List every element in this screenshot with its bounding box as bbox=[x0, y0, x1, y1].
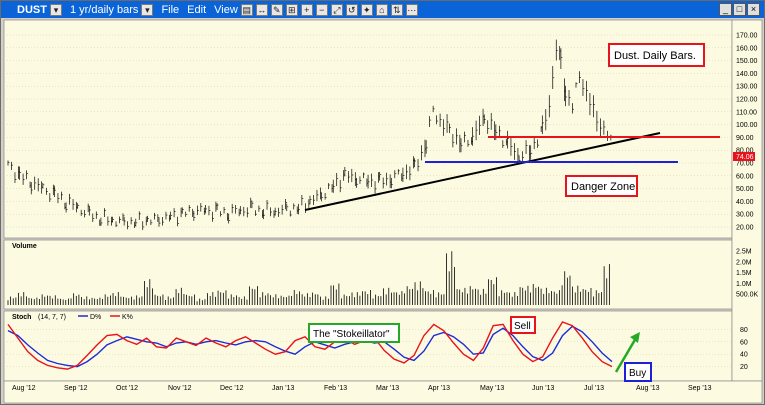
price-bars bbox=[7, 39, 613, 231]
toolbar-tool-6-icon[interactable]: − bbox=[315, 3, 328, 16]
toolbar-tool-3-icon[interactable]: ✎ bbox=[270, 3, 283, 16]
price-tick-label: 130.00 bbox=[736, 84, 758, 91]
price-tick-label: 170.00 bbox=[736, 33, 758, 40]
price-tick-label: 80.00 bbox=[736, 148, 754, 155]
price-tick-label: 150.00 bbox=[736, 58, 758, 65]
toolbar-tool-11-icon[interactable]: ⇅ bbox=[390, 3, 403, 16]
volume-axis-ticks: 2.5M 2.0M 1.5M 1.0M 500.0K bbox=[736, 249, 759, 299]
k-legend-label: K% bbox=[122, 314, 133, 321]
volume-tick-label: 1.5M bbox=[736, 270, 752, 277]
period-label[interactable]: 1 yr/daily bars bbox=[69, 3, 139, 16]
volume-tick-label: 1.0M bbox=[736, 281, 752, 288]
price-tick-label: 70.00 bbox=[736, 161, 754, 168]
toolbar-tool-8-icon[interactable]: ↺ bbox=[345, 3, 358, 16]
toolbar-tool-5-icon[interactable]: + bbox=[300, 3, 313, 16]
date-axis-panel bbox=[3, 380, 763, 404]
price-tick-label: 90.00 bbox=[736, 135, 754, 142]
volume-label: Volume bbox=[12, 243, 37, 250]
symbol-dropdown-icon[interactable]: ▾ bbox=[49, 3, 62, 16]
sell-annotation: Sell bbox=[514, 321, 531, 332]
price-tick-label: 40.00 bbox=[736, 199, 754, 206]
menu-file[interactable]: File bbox=[161, 3, 180, 16]
stoch-panel bbox=[3, 310, 733, 382]
date-tick-label: May '13 bbox=[480, 385, 504, 392]
toolbar-tool-7-icon[interactable]: ⤢ bbox=[330, 3, 343, 16]
date-tick-label: Nov '12 bbox=[168, 385, 192, 392]
stoch-d-line bbox=[7, 325, 613, 368]
uptrend-line bbox=[304, 132, 661, 211]
close-icon[interactable]: × bbox=[747, 3, 760, 16]
toolbar-tool-9-icon[interactable]: ✦ bbox=[360, 3, 373, 16]
stokeillator-box bbox=[308, 323, 400, 343]
minimize-icon[interactable]: _ bbox=[719, 3, 732, 16]
sell-box bbox=[510, 316, 536, 334]
volume-tick-label: 500.0K bbox=[736, 292, 759, 299]
title-box bbox=[608, 43, 705, 67]
stoch-axis-ticks: 80 60 40 20 bbox=[740, 327, 748, 371]
stoch-label: Stoch bbox=[12, 314, 31, 321]
stoch-tick-label: 80 bbox=[740, 327, 748, 334]
buy-arrow-icon bbox=[614, 337, 638, 373]
toolbar-tool-12-icon[interactable]: ⋯ bbox=[405, 3, 418, 16]
period-dropdown-icon[interactable]: ▾ bbox=[141, 3, 154, 16]
title-bar: DUST ▾ 1 yr/daily bars ▾ File Edit View … bbox=[1, 1, 764, 18]
date-tick-label: Jun '13 bbox=[532, 385, 554, 392]
last-price-value: 74.06 bbox=[736, 154, 754, 161]
date-tick-label: Feb '13 bbox=[324, 385, 347, 392]
date-tick-label: Apr '13 bbox=[428, 385, 450, 392]
price-tick-label: 100.00 bbox=[736, 122, 758, 129]
stoch-tick-label: 20 bbox=[740, 364, 748, 371]
danger-box bbox=[565, 175, 638, 197]
stoch-params: (14, 7, 7) bbox=[38, 314, 66, 321]
toolbar-tool-1-icon[interactable]: ▤ bbox=[240, 3, 253, 16]
date-tick-label: Jul '13 bbox=[584, 385, 604, 392]
volume-tick-label: 2.5M bbox=[736, 249, 752, 256]
buy-annotation: Buy bbox=[629, 368, 646, 379]
date-tick-label: Aug '12 bbox=[12, 385, 36, 392]
date-tick-label: Jan '13 bbox=[272, 385, 294, 392]
price-tick-label: 60.00 bbox=[736, 173, 754, 180]
toolbar-tool-4-icon[interactable]: ⊞ bbox=[285, 3, 298, 16]
axis-panel bbox=[731, 19, 763, 382]
date-tick-label: Oct '12 bbox=[116, 385, 138, 392]
price-chart: 170.00 160.00 150.00 140.00 130.00 120.00 110.… bbox=[3, 19, 763, 404]
price-tick-label: 140.00 bbox=[736, 71, 758, 78]
date-tick-label: Mar '13 bbox=[376, 385, 399, 392]
chart-title-annotation: Dust. Daily Bars. bbox=[614, 50, 696, 62]
price-tick-label: 160.00 bbox=[736, 45, 758, 52]
stoch-tick-label: 60 bbox=[740, 339, 748, 346]
stokeillator-annotation: The "Stokeillator" bbox=[313, 329, 390, 340]
buy-box bbox=[624, 362, 652, 382]
price-tick-label: 120.00 bbox=[736, 97, 758, 104]
last-price-tag bbox=[733, 152, 755, 161]
symbol-label[interactable]: DUST bbox=[17, 3, 47, 16]
date-tick-label: Sep '13 bbox=[688, 385, 712, 392]
toolbar-tool-10-icon[interactable]: ⌂ bbox=[375, 3, 388, 16]
price-tick-label: 30.00 bbox=[736, 212, 754, 219]
date-tick-label: Aug '13 bbox=[636, 385, 660, 392]
buy-arrowhead-icon bbox=[630, 332, 640, 343]
price-axis-ticks: 170.00 160.00 150.00 140.00 130.00 120.00 110.… bbox=[736, 33, 758, 232]
menu-view[interactable]: View bbox=[214, 3, 238, 16]
toolbar-tool-2-icon[interactable]: ↔ bbox=[255, 3, 268, 16]
menu-edit[interactable]: Edit bbox=[187, 3, 207, 16]
price-tick-label: 20.00 bbox=[736, 225, 754, 232]
date-axis-ticks: Aug '12 Sep '12 Oct '12 Nov '12 Dec '12 Jan '… bbox=[12, 385, 712, 392]
volume-bars bbox=[7, 251, 610, 305]
price-tick-label: 110.00 bbox=[736, 109, 757, 116]
danger-zone-annotation: Danger Zone bbox=[571, 181, 635, 193]
maximize-icon[interactable]: □ bbox=[733, 3, 746, 16]
price-tick-label: 50.00 bbox=[736, 186, 754, 193]
date-tick-label: Sep '12 bbox=[64, 385, 88, 392]
volume-tick-label: 2.0M bbox=[736, 259, 752, 266]
stoch-tick-label: 40 bbox=[740, 352, 748, 359]
date-tick-label: Dec '12 bbox=[220, 385, 244, 392]
d-legend-label: D% bbox=[90, 314, 101, 321]
